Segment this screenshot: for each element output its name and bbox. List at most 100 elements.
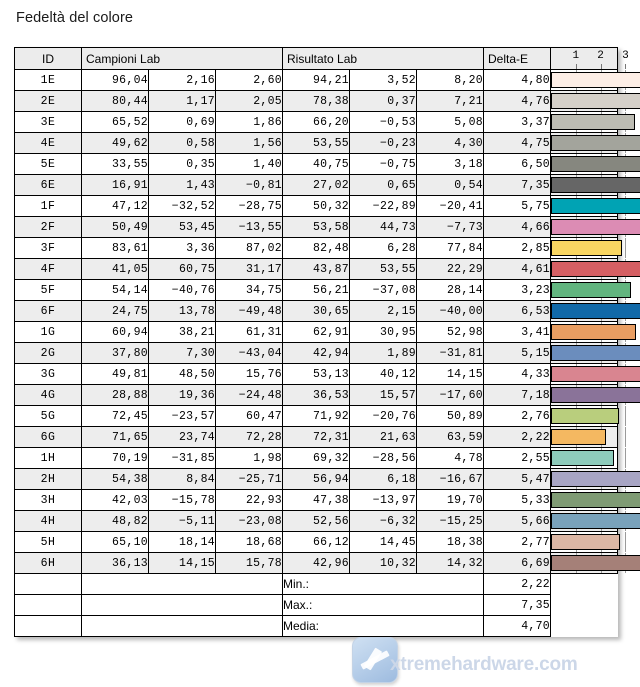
result-lab-value: −40,00 xyxy=(416,300,484,322)
sample-lab-value: 2,16 xyxy=(148,69,216,91)
row-id: 1H xyxy=(14,447,82,469)
bar-plot-area xyxy=(551,238,627,258)
summary-value: 7,35 xyxy=(483,594,551,616)
result-lab-value: 36,53 xyxy=(282,384,350,406)
bar-plot-area xyxy=(551,70,640,90)
sample-lab-value: 53,45 xyxy=(148,216,216,238)
sample-lab-value: 19,36 xyxy=(148,384,216,406)
result-lab-value: −6,32 xyxy=(349,510,417,532)
delta-e-value: 7,35 xyxy=(483,174,551,196)
result-lab-value: 1,89 xyxy=(349,342,417,364)
delta-e-value: 2,76 xyxy=(483,405,551,427)
result-lab-value: 0,65 xyxy=(349,174,417,196)
table-row: 6E 16,91 1,43 −0,81 27,02 0,65 0,54 7,35 xyxy=(14,174,640,196)
result-lab-value: 14,32 xyxy=(416,552,484,574)
axis-tick-label-3: 3 xyxy=(622,50,629,62)
sample-lab-value: 65,52 xyxy=(81,111,149,133)
result-lab-value: −31,81 xyxy=(416,342,484,364)
table-row: 3G 49,81 48,50 15,76 53,13 40,12 14,15 4,33 xyxy=(14,363,640,385)
sample-lab-value: 1,40 xyxy=(215,153,283,175)
bar-plot-area xyxy=(551,427,627,447)
sample-lab-value: 2,60 xyxy=(215,69,283,91)
summary-sample-blank xyxy=(81,594,283,616)
sample-lab-value: 36,13 xyxy=(81,552,149,574)
delta-e-value: 2,77 xyxy=(483,531,551,553)
delta-e-bar-cell xyxy=(550,69,640,91)
result-lab-value: 40,12 xyxy=(349,363,417,385)
row-id: 6E xyxy=(14,174,82,196)
delta-e-bar-cell xyxy=(550,384,640,406)
sample-lab-value: 72,45 xyxy=(81,405,149,427)
delta-e-bar-cell xyxy=(550,447,627,469)
sample-lab-value: −49,48 xyxy=(215,300,283,322)
delta-e-bar xyxy=(551,492,640,508)
sample-lab-value: 1,43 xyxy=(148,174,216,196)
result-lab-value: 3,52 xyxy=(349,69,417,91)
result-lab-value: −28,56 xyxy=(349,447,417,469)
header-risultato-lab: Risultato Lab xyxy=(282,47,484,70)
bar-plot-area xyxy=(551,91,640,111)
delta-e-bar xyxy=(551,387,640,403)
delta-e-bar-cell xyxy=(550,111,635,133)
summary-id-blank xyxy=(14,573,82,595)
delta-e-bar xyxy=(551,324,636,340)
sample-lab-value: 83,61 xyxy=(81,237,149,259)
table-row: 2E 80,44 1,17 2,05 78,38 0,37 7,21 4,76 xyxy=(14,90,640,112)
bar-plot-area xyxy=(551,301,640,321)
table-body: 1E 96,04 2,16 2,60 94,21 3,52 8,20 4,80 2E 80,44 1… xyxy=(14,69,640,637)
delta-e-bar-cell xyxy=(550,321,636,343)
axis-tick-mark-3 xyxy=(625,64,627,69)
sample-lab-value: 61,31 xyxy=(215,321,283,343)
bar-plot-area xyxy=(551,343,640,363)
row-id: 3E xyxy=(14,111,82,133)
sample-lab-value: 16,91 xyxy=(81,174,149,196)
result-lab-value: 6,28 xyxy=(349,237,417,259)
sample-lab-value: 38,21 xyxy=(148,321,216,343)
result-lab-value: 19,70 xyxy=(416,489,484,511)
delta-e-bar-cell xyxy=(550,279,632,301)
sample-lab-value: 54,38 xyxy=(81,468,149,490)
delta-e-bar-cell xyxy=(550,195,640,217)
result-lab-value: 56,21 xyxy=(282,279,350,301)
result-lab-value: 18,38 xyxy=(416,531,484,553)
delta-e-bar xyxy=(551,219,640,235)
result-lab-value: −20,41 xyxy=(416,195,484,217)
row-id: 2H xyxy=(14,468,82,490)
delta-e-bar xyxy=(551,366,640,382)
result-lab-value: 52,98 xyxy=(416,321,484,343)
table-row: 1G 60,94 38,21 61,31 62,91 30,95 52,98 3,41 xyxy=(14,321,636,343)
delta-e-bar-cell xyxy=(550,90,640,112)
delta-e-value: 4,66 xyxy=(483,216,551,238)
sample-lab-value: 1,56 xyxy=(215,132,283,154)
summary-chart-blank xyxy=(550,594,618,616)
gridline xyxy=(625,238,627,258)
sample-lab-value: 1,17 xyxy=(148,90,216,112)
result-lab-value: 66,20 xyxy=(282,111,350,133)
sample-lab-value: 0,35 xyxy=(148,153,216,175)
chart-axis-header: 1234567 xyxy=(550,47,629,70)
result-lab-value: 56,94 xyxy=(282,468,350,490)
sample-lab-value: −43,04 xyxy=(215,342,283,364)
result-lab-value: 78,38 xyxy=(282,90,350,112)
result-lab-value: 50,89 xyxy=(416,405,484,427)
table-row: 4F 41,05 60,75 31,17 43,87 53,55 22,29 4,61 xyxy=(14,258,640,280)
summary-label: Media: xyxy=(282,615,484,637)
result-lab-value: 66,12 xyxy=(282,531,350,553)
delta-e-value: 5,75 xyxy=(483,195,551,217)
result-lab-value: 50,32 xyxy=(282,195,350,217)
row-id: 5H xyxy=(14,531,82,553)
sample-lab-value: 33,55 xyxy=(81,153,149,175)
sample-lab-value: 23,74 xyxy=(148,426,216,448)
sample-lab-value: −25,71 xyxy=(215,468,283,490)
sample-lab-value: −23,57 xyxy=(148,405,216,427)
delta-e-bar xyxy=(551,93,640,109)
delta-e-bar xyxy=(551,282,632,298)
table-row: 5E 33,55 0,35 1,40 40,75 −0,75 3,18 6,50 xyxy=(14,153,640,175)
sample-lab-value: 48,50 xyxy=(148,363,216,385)
result-lab-value: 77,84 xyxy=(416,237,484,259)
row-id: 6H xyxy=(14,552,82,574)
bar-plot-area xyxy=(551,112,635,132)
delta-e-bar-cell xyxy=(550,363,640,385)
delta-e-bar-cell xyxy=(550,342,640,364)
result-lab-value: 53,13 xyxy=(282,363,350,385)
